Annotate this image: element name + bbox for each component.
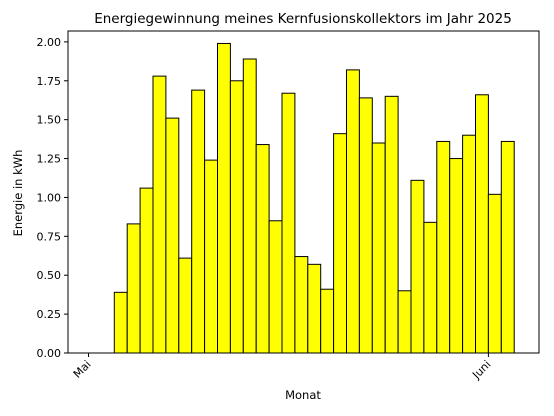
bar (204, 159, 219, 354)
bar (126, 223, 141, 354)
bar (294, 256, 309, 354)
bar (333, 133, 348, 354)
bar (255, 144, 270, 354)
bar (462, 134, 477, 354)
bar (229, 80, 244, 354)
bar (217, 42, 231, 354)
bar (475, 94, 489, 354)
bar (178, 257, 193, 354)
bar (500, 140, 515, 354)
bar (165, 117, 180, 354)
bar (320, 288, 335, 354)
bar (384, 95, 399, 354)
bar (436, 140, 451, 354)
bar (410, 179, 425, 354)
bar (397, 290, 412, 354)
y-tick-label: 0.50 (37, 269, 62, 282)
bar (152, 75, 167, 354)
bar (449, 158, 464, 354)
y-tick-label: 0.00 (37, 347, 62, 360)
y-tick-label: 0.25 (37, 308, 62, 321)
bar (268, 220, 283, 354)
y-axis: 0.00 0.25 0.50 0.75 1.00 1.25 1.50 1.75 2.00 (37, 36, 68, 360)
bar (346, 69, 360, 354)
y-tick-label: 1.50 (37, 114, 62, 127)
plot-frame (67, 30, 540, 354)
y-tick-label: 1.75 (37, 75, 62, 88)
bar (281, 92, 296, 354)
bar (113, 291, 128, 354)
bar (139, 187, 154, 354)
bars-group (113, 42, 515, 354)
bar (371, 142, 386, 354)
chart-title: Energiegewinnung meines Kernfusionskolle… (94, 11, 512, 27)
x-axis-label: Monat (285, 388, 321, 402)
y-tick-label: 1.25 (37, 153, 62, 166)
y-tick-label: 0.75 (37, 230, 62, 243)
bar (242, 58, 257, 354)
bar (307, 263, 322, 354)
bar (191, 89, 206, 354)
y-tick-label: 2.00 (37, 36, 62, 49)
bar (358, 97, 373, 354)
bar (423, 221, 438, 354)
y-tick-label: 1.00 (37, 191, 62, 204)
bar (487, 193, 502, 354)
y-axis-label: Energie in kWh (11, 150, 25, 237)
